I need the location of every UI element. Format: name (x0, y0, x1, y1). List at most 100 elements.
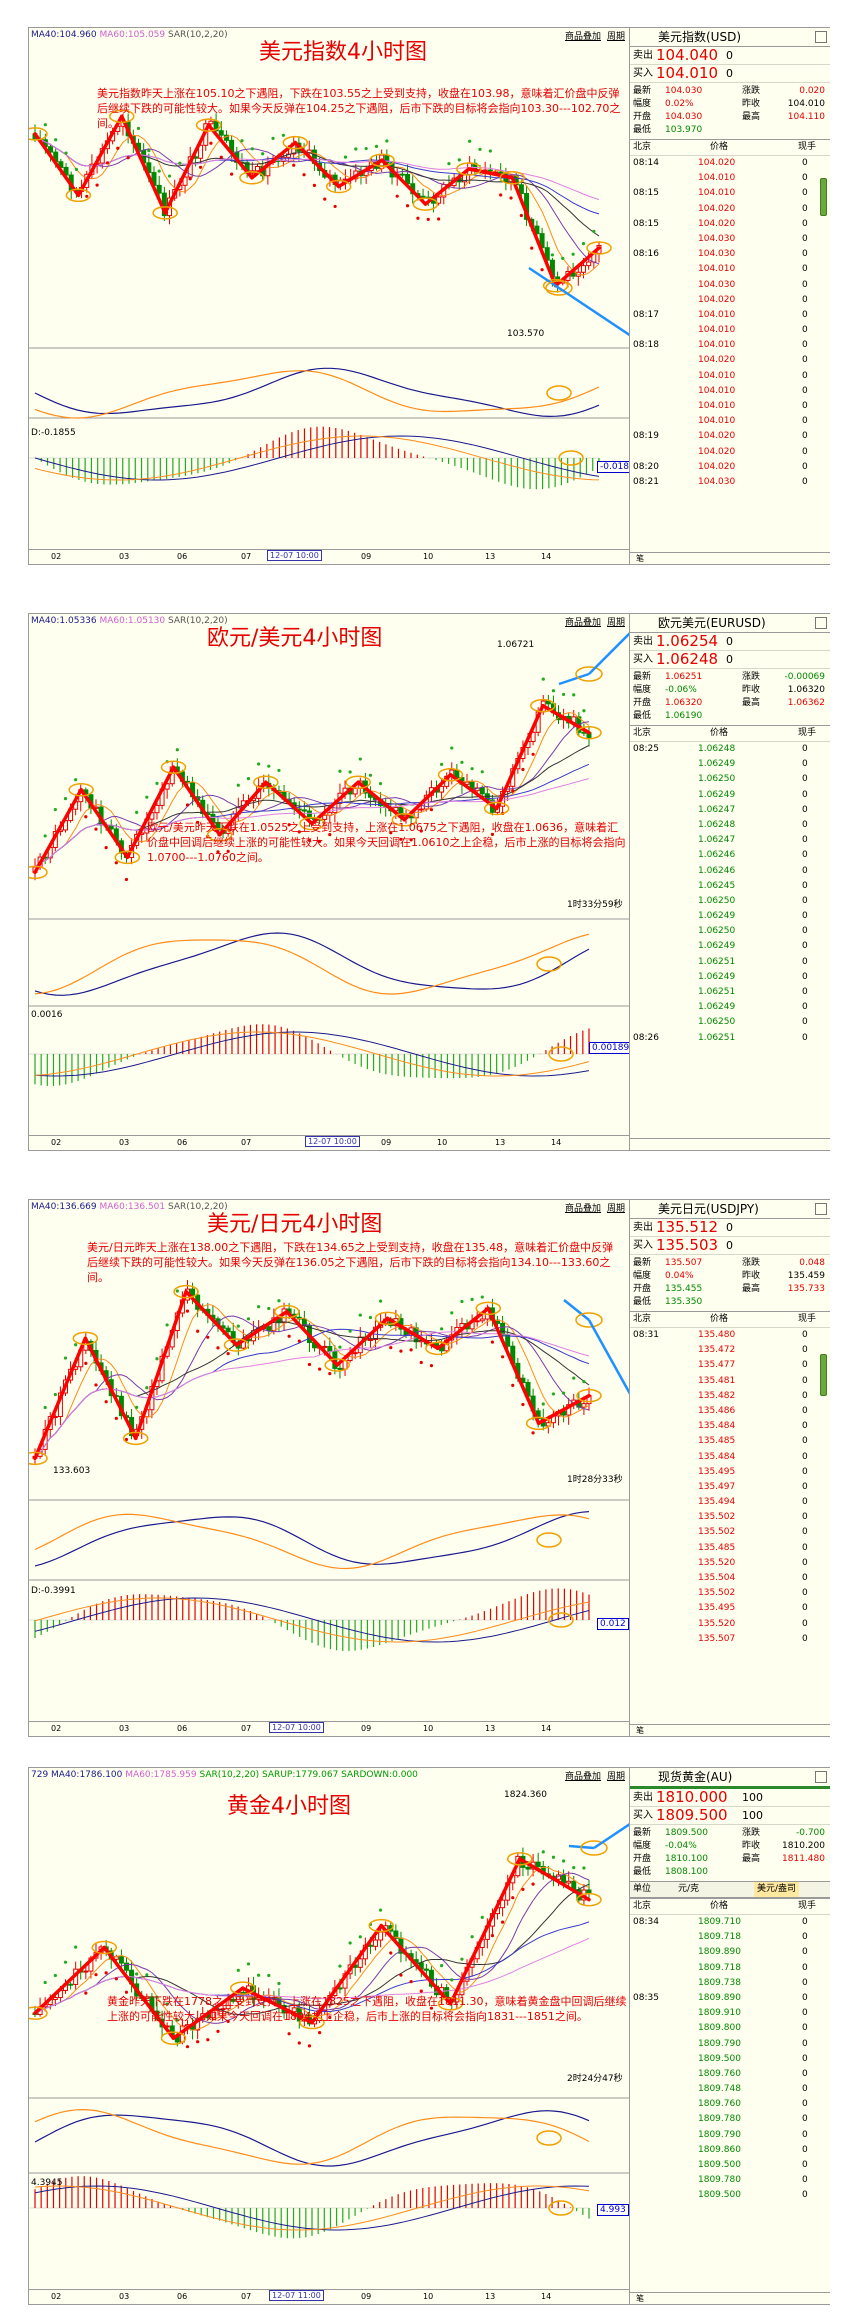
overlay-button[interactable]: 商品叠加 (564, 32, 601, 42)
tick-lot: 0 (802, 759, 808, 770)
chart-area: MA40:136.669 MA60:136.501 SAR(10,2,20) 商… (29, 1200, 629, 1736)
tick-price: 135.481 (698, 1375, 736, 1386)
tick-time: 08:16 (633, 249, 659, 260)
unit-option-selected[interactable]: 美元/盎司 (754, 1882, 800, 1897)
candle-body (322, 814, 328, 820)
sar-dot (74, 1945, 78, 1949)
tick-list[interactable]: 08:25 1.06248 0 1.06249 0 1.06250 0 1.06249 0 1.0… (630, 742, 830, 1046)
sar-dot (297, 830, 301, 834)
candle-body (500, 1899, 506, 1909)
sar-dot (338, 1964, 342, 1968)
settings-icon[interactable] (815, 1203, 827, 1215)
sar-dot (114, 1416, 118, 1420)
tick-time: 08:20 (633, 461, 659, 472)
sar-dot (561, 256, 565, 261)
projection-arrow (558, 672, 590, 686)
sar-dot (287, 2032, 291, 2036)
sar-dot (114, 1977, 118, 1981)
candle-body (144, 1996, 150, 1999)
candle-body (254, 165, 260, 172)
tick-row: 1809.748 0 (630, 2082, 830, 2097)
trend-arrow (76, 114, 124, 198)
sar-dot (206, 1335, 210, 1339)
settings-icon[interactable] (815, 617, 827, 629)
projection-marker (580, 1840, 608, 1856)
chart-area: MA40:1.05336 MA60:1.05130 SAR(10,2,20) 商… (29, 614, 633, 1150)
tick-price: 135.504 (698, 1573, 736, 1583)
candle-body (58, 161, 64, 168)
tick-lot: 0 (802, 2144, 808, 2155)
instrument-name: 美元日元(USDJPY) (630, 1200, 830, 1219)
moving-average-line (34, 721, 590, 868)
stat-label: 最高 (742, 698, 761, 708)
overlay-button[interactable]: 商品叠加 (564, 1204, 601, 1214)
swing-marker (68, 783, 94, 797)
swing-marker (437, 1997, 464, 2011)
period-button[interactable]: 周期 (606, 1772, 625, 1782)
tick-list[interactable]: 08:31 135.480 0 135.472 0 135.477 0 135.481 0 135… (630, 1328, 830, 1647)
candlestick-chart[interactable] (29, 1200, 629, 1736)
stat-label: 最高 (742, 1284, 761, 1294)
swing-marker (239, 170, 265, 185)
sar-dot (531, 1882, 535, 1886)
sar-dot (358, 1935, 362, 1939)
candlestick-chart[interactable] (29, 28, 629, 564)
candle-body (580, 265, 586, 273)
sar-dot (509, 196, 513, 200)
period-button[interactable]: 周期 (606, 618, 625, 628)
overlay-button[interactable]: 商品叠加 (564, 618, 601, 628)
tick-price: 1809.800 (698, 2023, 741, 2034)
tick-row: 1.06250 0 (630, 772, 830, 787)
tick-price: 104.010 (698, 325, 736, 336)
tick-lot: 0 (802, 1481, 808, 1492)
settings-icon[interactable] (815, 31, 827, 43)
tick-price: 104.010 (698, 309, 736, 320)
x-tick: 03 (119, 1724, 130, 1733)
sar-dot (136, 126, 141, 130)
period-button[interactable]: 周期 (606, 1204, 625, 1214)
candlestick-chart[interactable] (29, 614, 629, 1150)
tick-row: 135.497 0 (630, 1480, 830, 1495)
sar-dot (307, 2044, 312, 2048)
tick-row: 1809.738 0 (630, 1976, 830, 1991)
tick-lot: 0 (802, 744, 808, 754)
tick-list[interactable]: 08:14 104.020 0 104.010 0 08:15 104.010 0 104.02… (630, 156, 830, 490)
moving-average-line (34, 712, 590, 868)
tick-list[interactable]: 08:34 1809.710 0 1809.718 0 1809.890 0 1809.718… (630, 1915, 830, 2204)
scrollbar[interactable] (820, 1354, 827, 1396)
candlestick-chart[interactable] (29, 1768, 629, 2304)
sar-dot (236, 1968, 240, 1972)
ma60-value: MA60:1785.959 (125, 1770, 197, 1780)
trend-arrow (217, 780, 268, 837)
settings-icon[interactable] (815, 1771, 827, 1783)
sar-dot (94, 1383, 98, 1387)
scrollbar[interactable] (820, 178, 827, 216)
sar-dot (405, 204, 410, 208)
analysis-text: 美元/日元昨天上涨在138.00之下遇阻，下跌在134.65之上受到支持，收盘在… (87, 1241, 614, 1284)
unit-option[interactable]: 元/克 (678, 1884, 700, 1894)
tick-price: 135.485 (698, 1436, 736, 1447)
trend-arrow (184, 1289, 239, 1347)
tick-lot: 0 (802, 819, 808, 830)
quote-footer: 笔 (630, 2292, 830, 2304)
sar-dot (257, 762, 261, 766)
swing-marker (274, 1304, 300, 1319)
swing-marker (576, 725, 602, 740)
sar-dot (236, 1324, 240, 1328)
overlay-button[interactable]: 商品叠加 (564, 1772, 601, 1782)
sar-dot (379, 782, 383, 786)
candle-body (352, 1352, 358, 1355)
sar-dot (500, 1920, 505, 1924)
swing-marker (299, 816, 325, 831)
tick-col-lot: 现手 (798, 1901, 817, 1911)
sar-dot (389, 831, 393, 835)
period-button[interactable]: 周期 (606, 32, 625, 42)
tick-lot: 0 (802, 203, 808, 214)
stat-value: 1.06320 (665, 698, 703, 708)
tick-lot: 0 (802, 1618, 808, 1629)
tick-row: 1.06249 0 (630, 909, 830, 924)
tick-price: 104.010 (698, 173, 736, 184)
swing-marker (425, 1341, 451, 1356)
high-price-label: 1824.360 (504, 1790, 547, 1800)
swing-marker (152, 206, 178, 220)
